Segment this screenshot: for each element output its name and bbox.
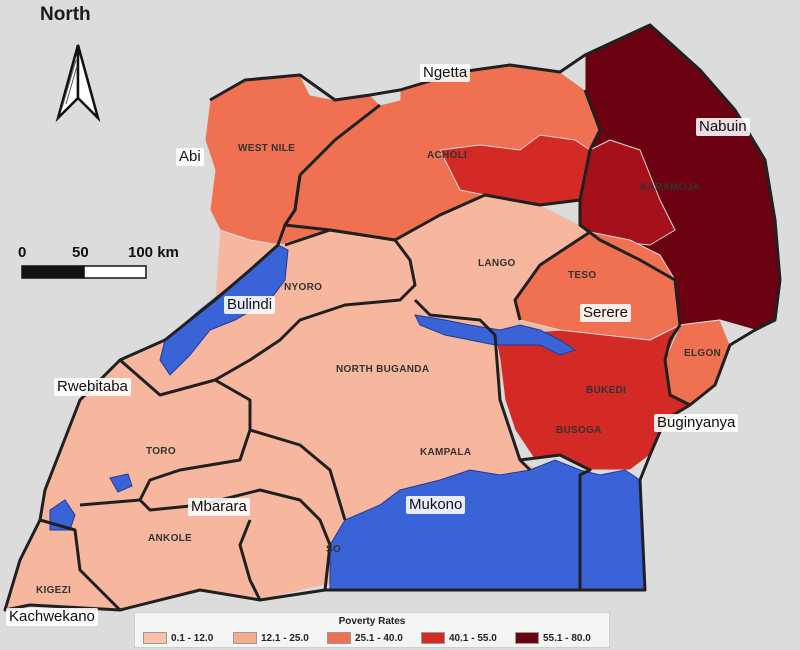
region-label-so: SO [326, 544, 342, 555]
legend-title: Poverty Rates [338, 616, 406, 627]
region-label-busoga: BUSOGA [556, 425, 602, 436]
legend-label: 25.1 - 40.0 [355, 632, 403, 644]
border-kigezi [39, 518, 262, 612]
city-mbarara: Mbarara [188, 498, 250, 516]
legend-swatch [233, 632, 257, 644]
border-toro [79, 358, 252, 507]
legend-label: 0.1 - 12.0 [171, 632, 214, 644]
region-label-teso: TESO [568, 270, 597, 281]
region-label-north-buganda: NORTH BUGANDA [336, 364, 430, 375]
north-arrow-icon [55, 44, 101, 123]
region-label-ankole: ANKOLE [148, 533, 193, 544]
border-bunyoro [214, 228, 417, 382]
border-teso [513, 230, 591, 321]
legend-label: 55.1 - 80.0 [543, 632, 591, 644]
city-bulindi: Bulindi [224, 296, 276, 314]
scale-bar [21, 265, 147, 279]
legend-item: 25.1 - 40.0 [327, 632, 403, 644]
border-ankole [138, 488, 332, 591]
region-label-elgon: ELGON [684, 348, 722, 359]
legend-label: 12.1 - 25.0 [261, 632, 309, 644]
scale-tick-0: 0 [18, 244, 27, 261]
border-kampala [249, 428, 347, 521]
border-karamoja [578, 89, 682, 326]
city-abi: Abi [176, 148, 204, 166]
region-label-acholi: ACHOLI [427, 150, 468, 161]
legend-item: 0.1 - 12.0 [143, 632, 213, 644]
legend-item: 40.1 - 55.0 [421, 632, 497, 644]
border-elgon [663, 324, 691, 407]
scale-tick-100: 100 km [128, 244, 179, 261]
legend: Poverty Rates 0.1 - 12.0 12.1 - 25.0 25.… [134, 612, 610, 648]
city-serere: Serere [580, 304, 632, 322]
region-label-toro: TORO [146, 446, 176, 457]
legend-swatch [143, 632, 167, 644]
city-mukono: Mukono [406, 496, 466, 514]
legend-item: 55.1 - 80.0 [515, 632, 591, 644]
legend-label: 40.1 - 55.0 [449, 632, 497, 644]
city-buginyanya: Buginyanya [654, 414, 739, 432]
legend-swatch [515, 632, 539, 644]
region-label-west-nile: WEST NILE [238, 143, 296, 154]
region-label-nyoro: NYORO [284, 282, 323, 293]
city-nabuin: Nabuin [696, 118, 750, 136]
region-label-karamoja: KARAMOJA [640, 182, 701, 193]
region-label-lango: LANGO [478, 258, 516, 269]
north-label: North [40, 4, 91, 25]
border-busoga [519, 453, 592, 590]
city-kachwekano: Kachwekano [6, 608, 98, 626]
border-west-nile [283, 103, 381, 232]
legend-swatch [327, 632, 351, 644]
region-label-kampala: KAMPALA [420, 447, 472, 458]
lake-george [109, 473, 133, 493]
legend-item: 12.1 - 25.0 [233, 632, 309, 644]
city-rwebitaba: Rwebitaba [54, 378, 131, 396]
region-label-bukedi: BUKEDI [586, 385, 627, 396]
lake-edward [49, 499, 76, 531]
scale-tick-50: 50 [72, 244, 89, 261]
city-ngetta: Ngetta [420, 64, 471, 82]
legend-swatch [421, 632, 445, 644]
region-label-kigezi: KIGEZI [36, 585, 72, 596]
